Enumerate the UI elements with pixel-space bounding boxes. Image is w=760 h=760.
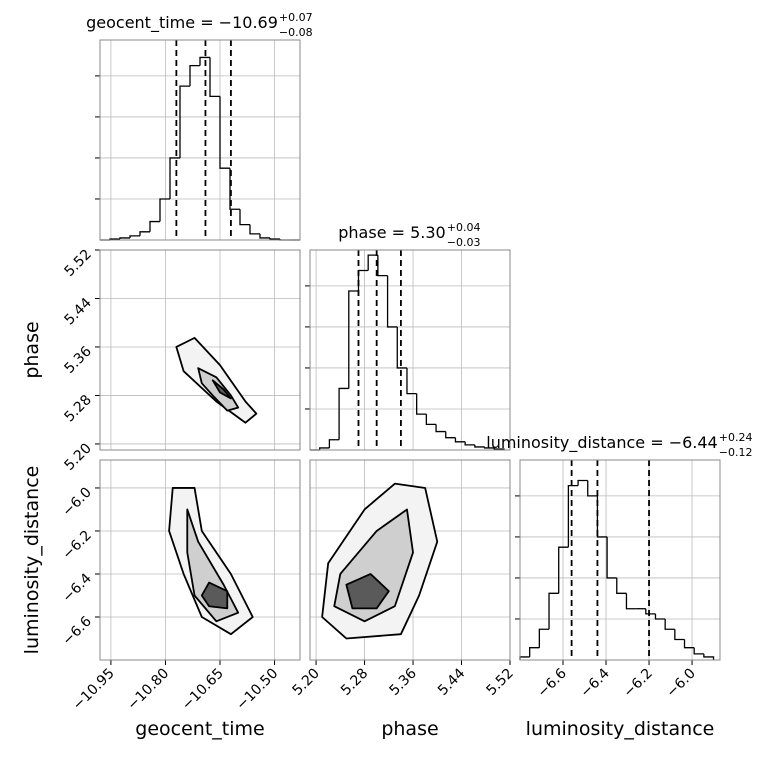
- x-tick-label: 5.20: [290, 666, 323, 699]
- histogram-step: [209, 57, 220, 98]
- histogram-step: [703, 653, 715, 660]
- histogram-step: [435, 424, 446, 433]
- x-tick-label: −10.95: [70, 666, 118, 714]
- axes-frame: [309, 249, 511, 451]
- histogram-step: [454, 437, 466, 443]
- y-tick-label: −6.4: [59, 570, 94, 605]
- histogram-step: [139, 231, 150, 236]
- x-axis-label: geocent_time: [135, 718, 264, 740]
- histogram-step: [189, 64, 200, 87]
- panel-title-upper: +0.24: [719, 431, 753, 444]
- contour: [200, 581, 229, 610]
- histogram-step: [239, 209, 250, 226]
- x-tick-label: −6.2: [621, 666, 656, 701]
- histogram-step: [464, 441, 475, 446]
- axes-frame: [519, 459, 721, 661]
- panel-title-lower: −0.03: [447, 236, 481, 249]
- y-tick-label: −6.2: [59, 527, 94, 562]
- histogram-step: [319, 447, 330, 450]
- histogram-step: [425, 414, 437, 426]
- histogram-step: [445, 431, 456, 439]
- x-tick-label: −6.4: [577, 665, 612, 700]
- y-axis-label: phase: [21, 321, 43, 378]
- histogram-step: [538, 628, 550, 648]
- y-tick-label: 5.28: [61, 392, 94, 425]
- contour: [345, 573, 390, 610]
- histogram-step: [338, 387, 349, 440]
- panel-title-upper: +0.04: [447, 221, 481, 234]
- x-tick-label: −6.0: [664, 666, 699, 701]
- histogram-step: [406, 367, 417, 395]
- histogram-step: [386, 275, 398, 328]
- x-tick-label: −10.50: [233, 666, 281, 714]
- histogram-step: [259, 233, 270, 239]
- x-tick-label: 5.28: [338, 666, 371, 699]
- histogram-step: [577, 479, 588, 486]
- histogram-step: [367, 254, 378, 271]
- histogram-step: [219, 96, 230, 169]
- panel-title: phase = 5.30: [338, 223, 445, 242]
- histogram-step: [683, 639, 695, 649]
- axes-frame: [99, 249, 301, 451]
- histogram-step: [625, 593, 637, 610]
- histogram-step: [529, 647, 540, 657]
- histogram-step: [567, 484, 579, 548]
- x-axis-label: luminosity_distance: [526, 718, 715, 740]
- histogram-step: [674, 629, 685, 641]
- y-tick-label: 5.36: [61, 343, 94, 376]
- axes-frame: [309, 459, 511, 661]
- histogram-step: [179, 85, 190, 158]
- panel-title-lower: −0.08: [279, 26, 313, 39]
- y-axis-label: luminosity_distance: [21, 466, 43, 655]
- histogram-step: [654, 613, 666, 620]
- histogram-step: [199, 56, 210, 66]
- axes-frame: [99, 459, 301, 661]
- histogram-step: [149, 220, 160, 232]
- x-tick-label: 5.36: [387, 665, 420, 698]
- histogram-step: [645, 608, 656, 615]
- histogram-step: [249, 224, 260, 235]
- x-tick-label: −10.80: [124, 666, 172, 714]
- histogram-step: [396, 326, 407, 369]
- x-tick-label: −10.65: [179, 666, 227, 714]
- histogram-step: [348, 290, 359, 389]
- histogram-step: [606, 536, 617, 579]
- histogram-step: [416, 393, 427, 415]
- histogram-step: [596, 495, 608, 538]
- panel-title: luminosity_distance = −6.44: [486, 433, 717, 453]
- histogram-step: [169, 157, 180, 199]
- x-tick-label: 5.52: [483, 666, 516, 699]
- histogram-step: [159, 198, 170, 222]
- histogram-step: [664, 618, 675, 630]
- x-tick-label: −6.6: [534, 665, 569, 700]
- axes-frame: [99, 39, 301, 241]
- histogram-step: [328, 439, 340, 448]
- histogram-step: [587, 480, 598, 497]
- histogram-step: [229, 168, 240, 210]
- y-tick-label: 5.44: [61, 295, 94, 328]
- histogram-step: [616, 577, 627, 594]
- panel-title-upper: +0.07: [279, 11, 313, 24]
- histogram-step: [357, 269, 369, 292]
- histogram-step: [269, 237, 280, 240]
- histogram-step: [129, 235, 140, 238]
- histogram-step: [693, 647, 704, 655]
- y-tick-label: −6.0: [59, 484, 94, 519]
- panel-title: geocent_time = −10.69: [86, 13, 278, 33]
- histogram-step: [558, 546, 569, 594]
- y-tick-label: −6.6: [59, 613, 94, 648]
- contour: [211, 379, 232, 400]
- histogram-step: [377, 255, 388, 277]
- histogram-step: [493, 447, 505, 450]
- x-tick-label: 5.44: [435, 665, 468, 698]
- y-tick-label: 5.20: [61, 440, 94, 473]
- y-tick-label: 5.52: [61, 247, 94, 280]
- histogram-step: [483, 446, 495, 449]
- histogram-step: [119, 237, 130, 239]
- histogram-step: [474, 444, 485, 448]
- panel-title-lower: −0.12: [719, 446, 753, 459]
- histogram-step: [548, 592, 559, 630]
- x-axis-label: phase: [381, 718, 438, 740]
